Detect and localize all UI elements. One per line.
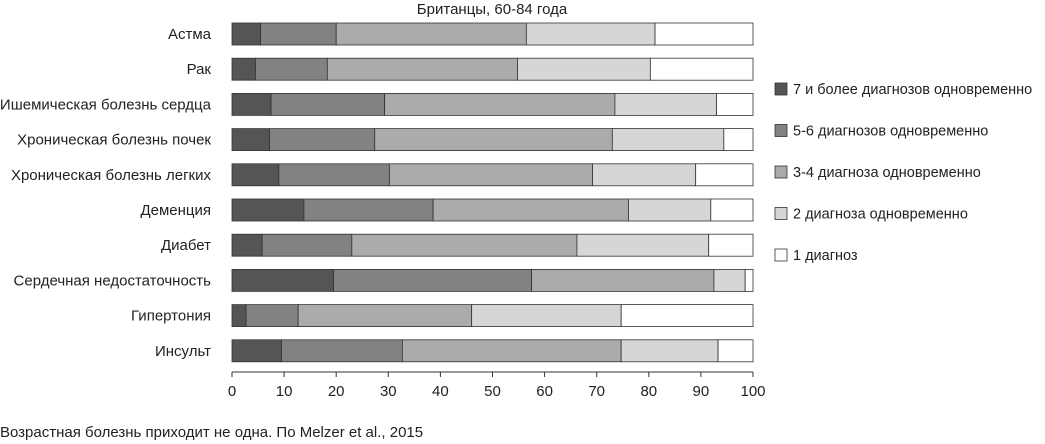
bar-segment bbox=[333, 268, 532, 292]
category-label: Хроническая болезнь легких bbox=[11, 167, 212, 184]
bar-segment bbox=[231, 268, 334, 292]
bar-segment bbox=[432, 198, 629, 222]
bar-segment bbox=[260, 22, 337, 46]
legend-swatch bbox=[774, 165, 788, 179]
bar-segment bbox=[231, 304, 247, 328]
category-label: Деменция bbox=[140, 202, 211, 219]
legend-swatch bbox=[774, 207, 788, 220]
bar-segment bbox=[303, 198, 434, 222]
bar-segment bbox=[255, 57, 328, 81]
bar-segment bbox=[231, 198, 305, 222]
bar-segment bbox=[611, 128, 725, 152]
legend-swatch bbox=[774, 248, 788, 262]
bar-segment bbox=[245, 304, 299, 328]
x-tick-label: 10 bbox=[276, 383, 293, 400]
legend-label: 1 диагноз bbox=[793, 248, 858, 264]
bar-segment bbox=[710, 198, 754, 222]
x-tick-label: 90 bbox=[693, 383, 710, 400]
legend-label: 3-4 диагноза одновременно bbox=[793, 165, 981, 181]
bar-segment bbox=[231, 22, 262, 46]
bar-segment bbox=[261, 233, 353, 257]
bar-segment bbox=[351, 233, 578, 257]
bar-segment bbox=[654, 22, 754, 46]
bar-segment bbox=[231, 57, 256, 81]
figure-caption: Возрастная болезнь приходит не одна. По … bbox=[0, 424, 424, 441]
bar-segment bbox=[517, 57, 651, 81]
bar-segment bbox=[297, 304, 473, 328]
bar-segment bbox=[384, 93, 616, 116]
bar-segment bbox=[620, 339, 719, 363]
category-labels: Астма Рак Ишемическая болезнь сердца Хронич… bbox=[0, 26, 212, 360]
bar-segment bbox=[374, 128, 613, 152]
legend-label: 7 и более диагнозов одновременно bbox=[793, 82, 1032, 98]
bars-group bbox=[231, 22, 754, 363]
bar-segment bbox=[401, 339, 622, 363]
bar-segment bbox=[576, 233, 710, 257]
x-tick-label: 20 bbox=[328, 383, 345, 400]
bar-segment bbox=[388, 163, 593, 187]
bar-segment bbox=[269, 128, 376, 152]
bar-segment bbox=[708, 233, 754, 257]
x-tick-label: 0 bbox=[228, 383, 236, 400]
legend-label: 2 диагноза одновременно bbox=[793, 207, 968, 223]
x-tick-label: 100 bbox=[740, 383, 765, 400]
bar-segment bbox=[716, 93, 754, 116]
bar-segment bbox=[744, 268, 754, 292]
x-tick-label: 40 bbox=[432, 383, 449, 400]
category-label: Рак bbox=[187, 61, 212, 78]
bar-segment bbox=[231, 93, 272, 116]
category-label: Гипертония bbox=[131, 308, 211, 325]
bar-segment bbox=[649, 57, 754, 81]
x-tick-label: 60 bbox=[536, 383, 553, 400]
x-tick-label: 80 bbox=[640, 383, 657, 400]
x-axis: 0 10 20 30 40 50 60 70 80 90 100 bbox=[228, 371, 766, 400]
bar-segment bbox=[695, 163, 754, 187]
bar-segment bbox=[335, 22, 527, 46]
bar-segment bbox=[713, 268, 746, 292]
bar-segment bbox=[281, 339, 403, 363]
category-label: Сердечная недостаточность bbox=[14, 272, 212, 289]
bar-segment bbox=[628, 198, 712, 222]
bar-segment bbox=[614, 93, 717, 116]
legend-swatch bbox=[774, 82, 788, 96]
stacked-bar-chart: Британцы, 60-84 года Астма Рак Ишемическая… bbox=[0, 1, 1032, 400]
bar-segment bbox=[723, 128, 754, 152]
x-tick-label: 70 bbox=[588, 383, 605, 400]
bar-segment bbox=[231, 339, 282, 363]
legend-label: 5-6 диагнозов одновременно bbox=[793, 124, 988, 140]
bar-segment bbox=[620, 304, 754, 328]
bar-segment bbox=[471, 304, 622, 328]
x-tick-label: 50 bbox=[484, 383, 501, 400]
chart-title: Британцы, 60-84 года bbox=[417, 1, 568, 18]
bar-segment bbox=[231, 128, 270, 152]
bar-segment bbox=[525, 22, 656, 46]
bar-segment bbox=[231, 233, 263, 257]
bar-segment bbox=[231, 163, 280, 187]
category-label: Астма bbox=[168, 26, 212, 43]
bar-segment bbox=[278, 163, 390, 187]
category-label: Ишемическая болезнь сердца bbox=[0, 96, 212, 113]
legend-swatch bbox=[774, 124, 788, 137]
bar-segment bbox=[531, 268, 715, 292]
category-label: Диабет bbox=[161, 237, 211, 254]
bar-segment bbox=[270, 93, 386, 116]
category-label: Хроническая болезнь почек bbox=[17, 132, 211, 149]
x-tick-label: 30 bbox=[380, 383, 397, 400]
category-label: Инсульт bbox=[155, 343, 211, 360]
bar-segment bbox=[326, 57, 518, 81]
legend: 7 и более диагнозов одновременно 5-6 диаг… bbox=[774, 82, 1032, 264]
bar-segment bbox=[717, 339, 754, 363]
bar-segment bbox=[592, 163, 697, 187]
